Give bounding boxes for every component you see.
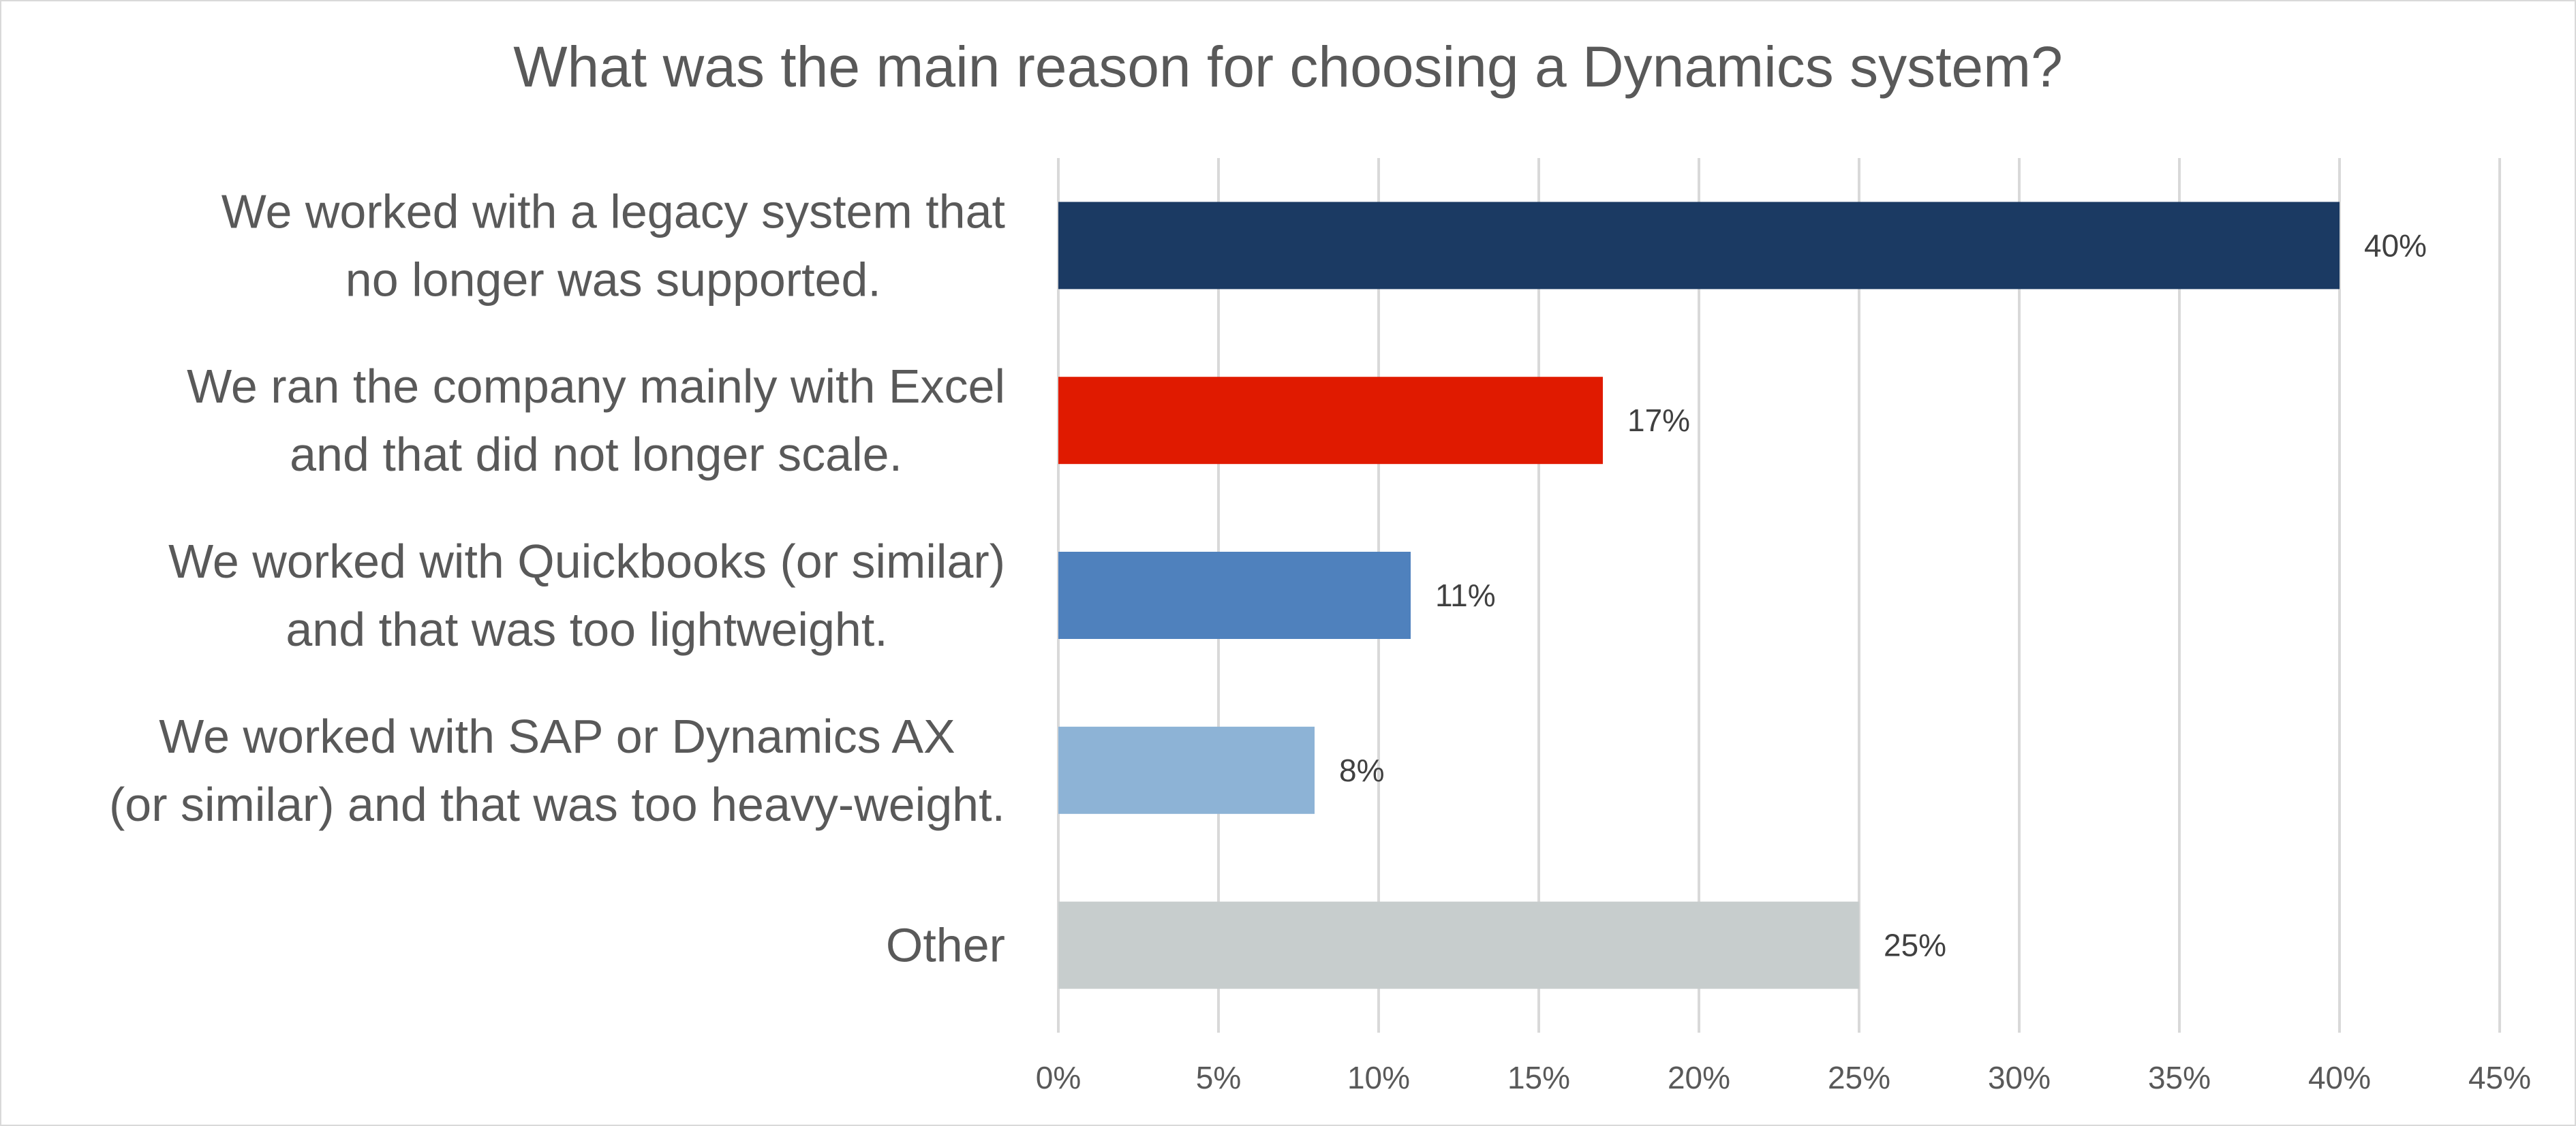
category-label-line: no longer was supported. — [346, 253, 881, 306]
x-tick-label: 45% — [2468, 1060, 2531, 1095]
bar — [1058, 901, 1859, 989]
x-axis-tick-labels: 0% 5% 10% 15% 20% 25% 30% 35% 40% 45% — [1036, 1060, 2531, 1095]
category-label-line: and that did not longer scale. — [290, 428, 902, 481]
category-label: We worked with SAP or Dynamics AX (or sim… — [109, 710, 1005, 831]
chart-title: What was the main reason for choosing a … — [513, 35, 2063, 99]
data-label: 25% — [1884, 928, 1946, 963]
bar — [1058, 202, 2340, 290]
x-tick-label: 20% — [1668, 1060, 1730, 1095]
category-label: We worked with a legacy system that no lo… — [221, 185, 1005, 306]
category-label-line: We worked with SAP or Dynamics AX — [159, 710, 955, 763]
bars — [1058, 202, 2340, 989]
category-label: We worked with Quickbooks (or similar) an… — [168, 535, 1005, 656]
x-tick-label: 25% — [1828, 1060, 1890, 1095]
category-label-line: Other — [886, 919, 1005, 972]
x-tick-label: 30% — [1988, 1060, 2051, 1095]
category-label: Other — [886, 919, 1005, 972]
category-labels: We worked with a legacy system that no lo… — [109, 185, 1005, 971]
data-label: 17% — [1627, 403, 1690, 438]
bar — [1058, 377, 1603, 465]
x-tick-label: 10% — [1347, 1060, 1410, 1095]
category-label-line: We worked with Quickbooks (or similar) — [168, 535, 1005, 588]
bar — [1058, 552, 1411, 639]
x-tick-label: 15% — [1507, 1060, 1570, 1095]
category-label-line: We ran the company mainly with Excel — [187, 360, 1005, 413]
category-label-line: (or similar) and that was too heavy-weig… — [109, 778, 1005, 831]
data-label: 40% — [2364, 228, 2427, 263]
x-tick-label: 40% — [2308, 1060, 2371, 1095]
x-tick-label: 5% — [1196, 1060, 1241, 1095]
bar — [1058, 726, 1315, 814]
x-tick-label: 35% — [2148, 1060, 2211, 1095]
category-label-line: We worked with a legacy system that — [221, 185, 1005, 238]
data-label: 11% — [1435, 578, 1496, 613]
x-tick-label: 0% — [1036, 1060, 1081, 1095]
category-label: We ran the company mainly with Excel and … — [187, 360, 1005, 481]
data-label: 8% — [1339, 753, 1384, 788]
category-label-line: and that was too lightweight. — [286, 603, 887, 656]
data-labels: 40% 17% 11% 8% 25% — [1339, 228, 2427, 963]
